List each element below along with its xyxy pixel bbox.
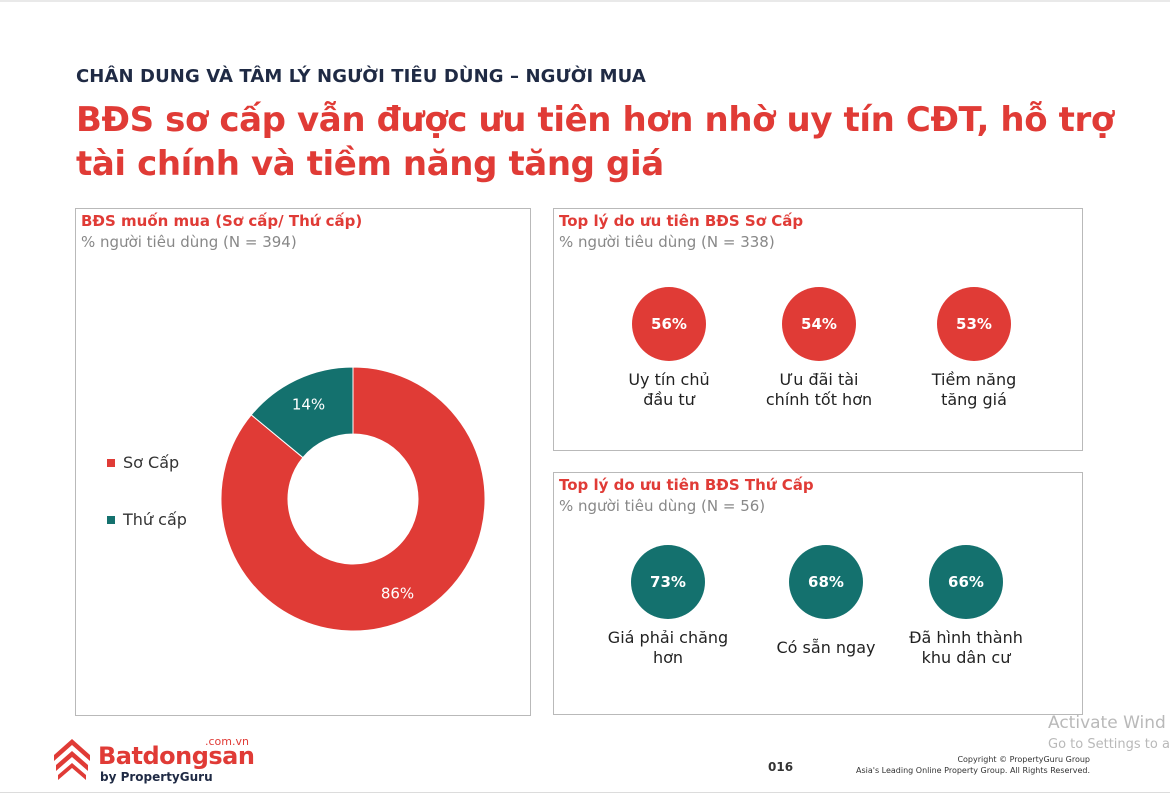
donut-slice-label-1: 86% — [381, 585, 414, 603]
donut-panel-subtitle: % người tiêu dùng (N = 394) — [81, 233, 297, 251]
donut-panel: BĐS muốn mua (Sơ cấp/ Thứ cấp) % người t… — [75, 208, 531, 716]
watermark-line-1: Activate Wind — [1048, 713, 1166, 733]
primary-reason-2: 54% Ưu đãi tài chính tốt hơn — [729, 287, 909, 410]
stat-label: Đã hình thành khu dân cư — [909, 628, 1023, 667]
stat-circle: 56% — [632, 287, 706, 361]
secondary-reason-3: 66% Đã hình thành khu dân cư — [876, 545, 1056, 668]
legend-item-secondary: Thứ cấp — [107, 510, 187, 529]
stat-circle: 66% — [929, 545, 1003, 619]
legend-swatch-secondary — [107, 515, 115, 524]
stat-label: Có sẵn ngay — [776, 638, 876, 657]
donut-chart: 86% 14% — [220, 366, 486, 632]
logo-name: Batdongsan — [98, 742, 255, 770]
stat-label: Ưu đãi tài chính tốt hơn — [765, 370, 873, 409]
stat-label: Giá phải chăng hơn — [607, 628, 729, 667]
primary-reason-3: 53% Tiềm năng tăng giá — [884, 287, 1064, 410]
section-kicker: CHÂN DUNG VÀ TÂM LÝ NGƯỜI TIÊU DÙNG – NG… — [76, 66, 646, 87]
primary-panel-title: Top lý do ưu tiên BĐS Sơ Cấp — [559, 212, 804, 230]
legend-swatch-primary — [107, 458, 115, 467]
logo-domain: .com.vn — [205, 735, 249, 748]
stat-circle: 54% — [782, 287, 856, 361]
secondary-reason-1: 73% Giá phải chăng hơn — [578, 545, 758, 668]
activate-windows-watermark: Activate Wind Go to Settings to a — [1048, 713, 1170, 752]
house-logo-icon — [54, 739, 90, 780]
secondary-panel-subtitle: % người tiêu dùng (N = 56) — [559, 497, 766, 515]
stat-circle: 68% — [789, 545, 863, 619]
top-divider — [0, 0, 1170, 2]
legend-label-secondary: Thứ cấp — [123, 510, 187, 529]
page-number: 016 — [768, 760, 794, 774]
batdongsan-logo[interactable]: .com.vn Batdongsan by PropertyGuru — [52, 735, 255, 787]
page-title: BĐS sơ cấp vẫn được ưu tiên hơn nhờ uy t… — [76, 100, 1114, 184]
primary-reasons-panel: Top lý do ưu tiên BĐS Sơ Cấp % người tiê… — [553, 208, 1083, 451]
secondary-panel-title: Top lý do ưu tiên BĐS Thứ Cấp — [559, 476, 814, 494]
bottom-divider — [0, 792, 1170, 793]
donut-slice-2 — [250, 366, 354, 459]
primary-reason-1: 56% Uy tín chủ đầu tư — [579, 287, 759, 410]
logo-byline: by PropertyGuru — [100, 770, 213, 784]
copyright-line-2: Asia's Leading Online Property Group. Al… — [855, 766, 1090, 775]
secondary-reason-2: 68% Có sẵn ngay — [736, 545, 916, 658]
primary-panel-subtitle: % người tiêu dùng (N = 338) — [559, 233, 775, 251]
stat-circle: 73% — [631, 545, 705, 619]
copyright-line-1: Copyright © PropertyGuru Group — [957, 755, 1090, 764]
stat-label: Tiềm năng tăng giá — [931, 370, 1017, 409]
legend-item-primary: Sơ Cấp — [107, 453, 179, 472]
legend-label-primary: Sơ Cấp — [123, 453, 180, 472]
copyright: Copyright © PropertyGuru Group Asia's Le… — [856, 754, 1090, 776]
donut-slice-1 — [220, 366, 486, 632]
donut-panel-title: BĐS muốn mua (Sơ cấp/ Thứ cấp) — [81, 212, 363, 230]
donut-slice-label-2: 14% — [292, 395, 325, 413]
stat-circle: 53% — [937, 287, 1011, 361]
secondary-reasons-panel: Top lý do ưu tiên BĐS Thứ Cấp % người ti… — [553, 472, 1083, 715]
watermark-line-2: Go to Settings to a — [1048, 737, 1170, 752]
stat-label: Uy tín chủ đầu tư — [628, 370, 710, 409]
